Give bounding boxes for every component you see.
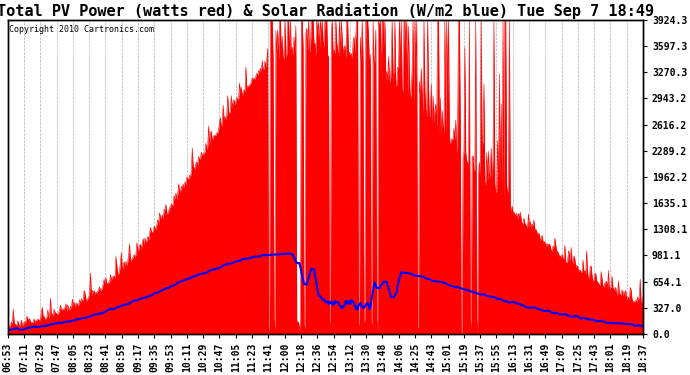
Title: Total PV Power (watts red) & Solar Radiation (W/m2 blue) Tue Sep 7 18:49: Total PV Power (watts red) & Solar Radia… [0, 3, 654, 19]
Text: Copyright 2010 Cartronics.com: Copyright 2010 Cartronics.com [9, 25, 154, 34]
